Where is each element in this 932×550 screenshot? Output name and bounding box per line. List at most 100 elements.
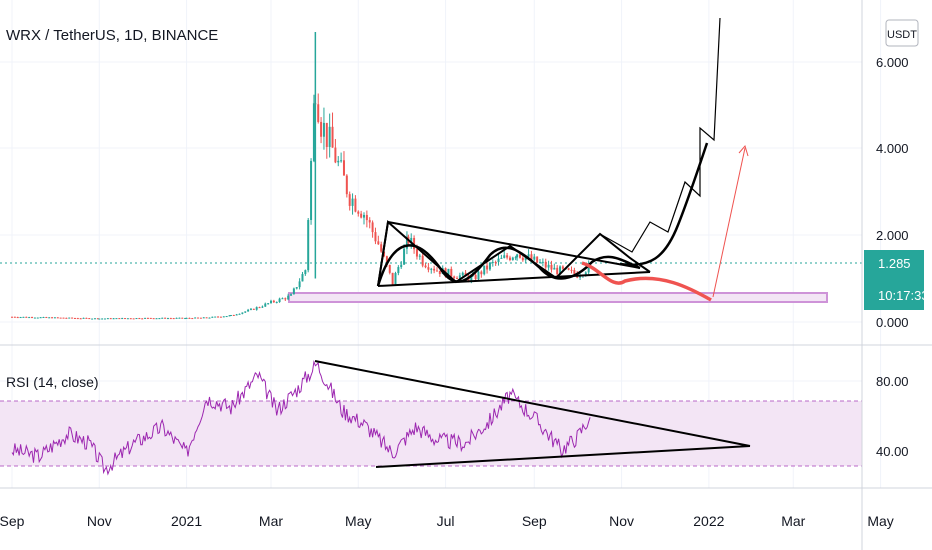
candle-body bbox=[500, 257, 503, 259]
wedge-upper-line bbox=[387, 221, 641, 269]
candle-body bbox=[149, 317, 152, 319]
candle-body bbox=[229, 315, 232, 317]
countdown-value: 10:17:33 bbox=[878, 288, 929, 303]
price-tick: 4.000 bbox=[876, 141, 909, 156]
candle-body bbox=[141, 318, 144, 320]
candle-body bbox=[430, 268, 433, 270]
candle-body bbox=[312, 103, 315, 161]
candle-body bbox=[334, 147, 337, 163]
candle-body bbox=[93, 318, 96, 320]
candle-body bbox=[310, 160, 313, 220]
candle-body bbox=[377, 241, 380, 245]
candle-body bbox=[269, 300, 272, 304]
candle-body bbox=[579, 275, 582, 278]
candle-body bbox=[16, 317, 19, 319]
wedge-lower-line bbox=[377, 271, 651, 287]
candle-body bbox=[232, 315, 235, 317]
candle-body bbox=[328, 126, 331, 147]
candle-body bbox=[337, 160, 340, 163]
support-zone-box bbox=[288, 292, 828, 303]
candle-body bbox=[292, 288, 295, 295]
projection-thick-curve bbox=[619, 142, 709, 267]
candle-body bbox=[403, 248, 406, 265]
rsi-upper-trendline bbox=[314, 360, 751, 447]
candle-body bbox=[247, 309, 250, 312]
time-label: 2022 bbox=[693, 513, 724, 529]
candle-body bbox=[533, 256, 536, 260]
candle-body bbox=[202, 317, 205, 319]
candle-body bbox=[249, 308, 252, 310]
candle-body bbox=[544, 261, 547, 268]
chart-title: WRX / TetherUS, 1D, BINANCE bbox=[6, 27, 218, 44]
candle-body bbox=[405, 236, 408, 249]
candle-body bbox=[556, 267, 559, 275]
candle-body bbox=[456, 277, 459, 279]
candle-body bbox=[325, 122, 328, 147]
candle-body bbox=[62, 317, 65, 319]
candle-body bbox=[391, 272, 394, 285]
candle-body bbox=[161, 317, 164, 319]
rsi-tick: 40.00 bbox=[876, 444, 909, 459]
currency-button[interactable]: USDT bbox=[885, 19, 919, 47]
price-tick: 6.000 bbox=[876, 55, 909, 70]
candle-body bbox=[584, 272, 587, 276]
candle-body bbox=[415, 249, 418, 257]
time-axis[interactable]: Sep Nov 2021 Mar May Jul Sep Nov 2022 Mar May bbox=[0, 513, 894, 529]
wedge-drawing bbox=[376, 17, 721, 287]
red-arrow-head bbox=[738, 144, 749, 157]
candle-body bbox=[421, 255, 424, 266]
candle-body bbox=[304, 270, 307, 275]
candle-body bbox=[82, 317, 85, 319]
candle-body bbox=[470, 276, 473, 281]
candle-body bbox=[351, 198, 354, 206]
candle-body bbox=[550, 264, 553, 270]
candle-body bbox=[106, 318, 109, 320]
candle-body bbox=[385, 256, 388, 265]
candle-body bbox=[121, 318, 124, 320]
rsi-label: RSI (14, close) bbox=[6, 374, 99, 390]
price-tick: 0.000 bbox=[876, 315, 909, 330]
price-tick: 2.000 bbox=[876, 228, 909, 243]
candle-body bbox=[39, 317, 42, 319]
candle-body bbox=[118, 318, 121, 320]
price-scale[interactable]: 6.000 4.000 2.000 0.000 bbox=[876, 55, 909, 330]
candle-body bbox=[59, 317, 62, 319]
candle-body bbox=[477, 271, 480, 279]
candle-body bbox=[101, 318, 104, 320]
candle-body bbox=[354, 198, 357, 212]
candle-body bbox=[418, 255, 421, 257]
candle-body bbox=[45, 317, 48, 319]
candle-body bbox=[255, 307, 258, 310]
candle-body bbox=[400, 264, 403, 268]
candle-body bbox=[28, 317, 31, 319]
candle-body bbox=[433, 268, 436, 271]
candle-body bbox=[494, 261, 497, 263]
candle-body bbox=[172, 318, 175, 320]
candle-body bbox=[365, 214, 368, 221]
candle-body bbox=[112, 318, 115, 320]
candle-body bbox=[427, 267, 430, 270]
candle-body bbox=[184, 318, 187, 320]
candle-body bbox=[208, 317, 211, 319]
candle-body bbox=[516, 254, 519, 258]
candle-body bbox=[132, 318, 135, 320]
candle-body bbox=[175, 317, 178, 319]
candle-body bbox=[56, 317, 59, 319]
candle-body bbox=[31, 317, 34, 319]
rsi-band-fill bbox=[0, 401, 862, 466]
red-projection-curve bbox=[581, 261, 712, 302]
last-price-value: 1.285 bbox=[878, 256, 911, 271]
candle-body bbox=[553, 267, 556, 270]
candle-body bbox=[483, 265, 486, 275]
candle-body bbox=[68, 317, 71, 319]
time-label: Mar bbox=[781, 513, 805, 529]
candle-body bbox=[155, 318, 158, 320]
candle-body bbox=[450, 268, 453, 277]
candle-body bbox=[447, 268, 450, 277]
candle-body bbox=[322, 122, 325, 137]
candle-body bbox=[380, 244, 383, 252]
candle-body bbox=[181, 317, 184, 319]
candle-body bbox=[567, 268, 570, 270]
candle-body bbox=[53, 317, 56, 319]
